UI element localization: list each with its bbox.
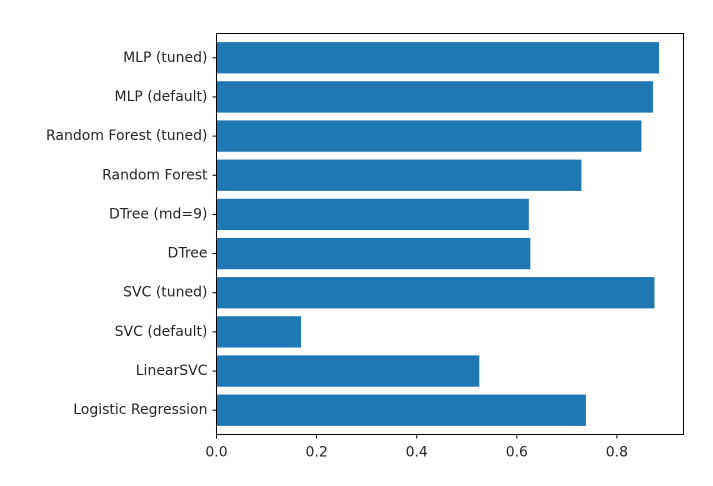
x-tick-label: 0.4 xyxy=(406,445,428,461)
y-tick-label: MLP (tuned) xyxy=(123,50,207,66)
bar-2 xyxy=(216,120,642,152)
y-tick-label: SVC (default) xyxy=(115,324,208,340)
bar-9 xyxy=(216,394,586,426)
y-tick-label: Random Forest xyxy=(102,167,208,183)
y-tick-label: Logistic Regression xyxy=(73,402,207,418)
x-axis-ticks: 0.0 0.2 0.4 0.6 0.8 xyxy=(205,434,628,461)
bars-group xyxy=(216,42,659,426)
y-axis-ticks: MLP (tuned) MLP (default) Random Forest (t… xyxy=(46,50,217,418)
bar-0 xyxy=(216,42,659,74)
y-tick-label: MLP (default) xyxy=(115,89,208,105)
bar-8 xyxy=(216,355,480,387)
y-tick-label: Random Forest (tuned) xyxy=(46,128,208,144)
y-tick-label: SVC (tuned) xyxy=(123,285,207,301)
bar-5 xyxy=(216,237,531,270)
axes-frame xyxy=(216,33,684,435)
bar-3 xyxy=(216,159,582,191)
bar-7 xyxy=(216,316,302,348)
y-tick-label: DTree (md=9) xyxy=(109,206,208,222)
x-tick-label: 0.2 xyxy=(305,445,327,461)
x-tick-label: 0.0 xyxy=(205,445,227,461)
x-tick-label: 0.6 xyxy=(506,445,528,461)
x-tick-label: 0.8 xyxy=(606,445,628,461)
bar-1 xyxy=(216,81,653,113)
bar-4 xyxy=(216,198,529,231)
y-tick-label: DTree xyxy=(168,246,208,262)
bar-6 xyxy=(216,277,655,309)
y-tick-label: LinearSVC xyxy=(136,363,208,379)
